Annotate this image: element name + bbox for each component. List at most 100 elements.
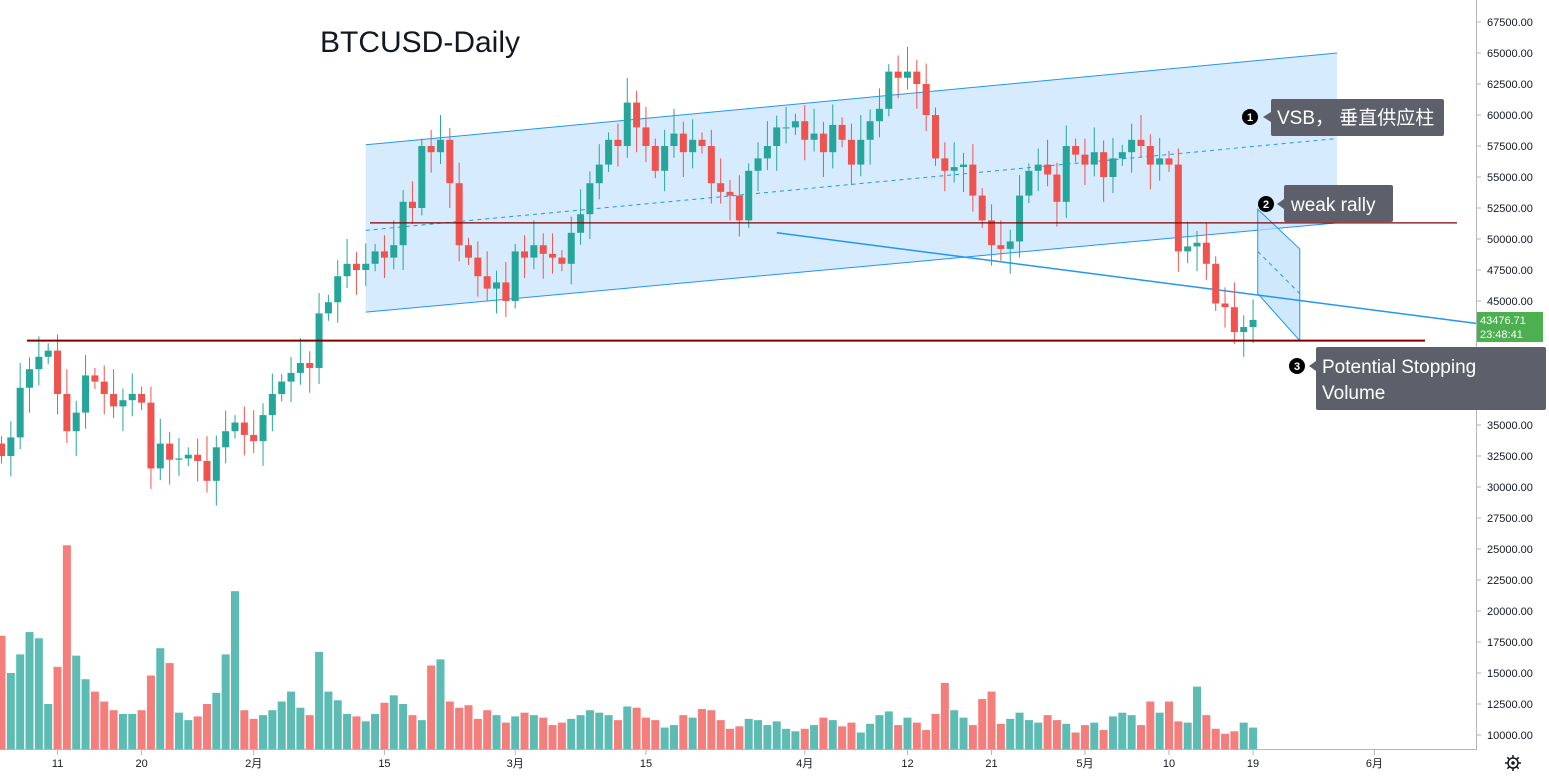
candle-body: [932, 115, 939, 159]
annotation-1-text: VSB， 垂直供应柱: [1277, 107, 1434, 129]
volume-bar: [800, 728, 809, 749]
volume-bar: [940, 682, 949, 749]
channel-upper-line: [365, 52, 1338, 146]
downtrend-line: [776, 232, 1477, 325]
candle-body: [978, 195, 986, 221]
descending-channel-mid: [1257, 251, 1301, 294]
volume-bar: [81, 679, 90, 749]
volume-bar: [259, 715, 268, 749]
annotation-1-num: 1: [1247, 112, 1253, 124]
candle-body: [679, 133, 687, 153]
candle-body: [455, 183, 463, 246]
volume-bar: [1146, 701, 1155, 749]
volume-bar: [399, 704, 408, 749]
candle-body: [1109, 158, 1117, 177]
volume-bar: [810, 725, 819, 749]
x-tick-label: 3月: [507, 758, 524, 770]
candle-body: [82, 375, 90, 413]
candle-body: [969, 164, 977, 196]
candle-body: [997, 245, 1005, 249]
candle-body: [735, 195, 743, 221]
candle-body: [698, 139, 706, 146]
volume-bar: [0, 635, 6, 749]
volume-bar: [100, 701, 109, 749]
candle-body: [642, 127, 650, 146]
volume-bar: [16, 654, 25, 749]
annotation-2-badge: [1258, 196, 1274, 212]
volume-bar: [193, 716, 202, 749]
volume-bar: [987, 691, 996, 749]
candle-body: [1025, 170, 1033, 196]
candle-body: [1146, 146, 1154, 165]
last-price-bg: [1477, 312, 1543, 342]
annotation-1[interactable]: 1 VSB， 垂直供应柱: [1242, 99, 1444, 136]
volume-bar: [529, 715, 538, 749]
candle-body: [782, 127, 790, 129]
annotation-3-badge: [1289, 358, 1305, 374]
y-tick-label: 12500.00: [1487, 699, 1533, 711]
volume-bar: [184, 720, 193, 749]
annotation-3[interactable]: 3 Potential Stopping Volume: [1289, 347, 1546, 410]
candle-body: [91, 375, 99, 382]
candle-body: [857, 139, 865, 165]
volume-bar: [819, 717, 828, 749]
volume-bar: [576, 715, 585, 749]
volume-bar: [380, 702, 389, 749]
volume-bar: [501, 722, 510, 749]
time-axis[interactable]: 11 20 2月 15 3月 15 4月 12 21 5月 10 19 6月: [52, 750, 1383, 770]
candle-body: [661, 146, 669, 171]
volume-bar: [483, 710, 492, 749]
candle-body: [567, 232, 575, 264]
volume-bar: [669, 725, 678, 749]
x-tick-label: 6月: [1366, 758, 1383, 770]
volume-bar: [417, 720, 426, 749]
candle-body: [436, 139, 444, 153]
candle-body: [175, 458, 183, 460]
candle-body: [595, 164, 603, 184]
candle-body: [577, 214, 585, 233]
candle-body: [7, 437, 15, 456]
volume-bar: [455, 707, 464, 749]
candle-body: [1137, 139, 1145, 146]
volume-bar: [735, 726, 744, 749]
candle-body: [670, 133, 678, 146]
volume-bar: [623, 706, 632, 749]
y-tick-label: 47500.00: [1487, 265, 1533, 277]
candle-body: [903, 71, 911, 78]
candle-body: [950, 167, 958, 171]
volume-bar: [1062, 723, 1071, 749]
volume-bar: [1221, 733, 1230, 749]
volume-bar: [726, 728, 735, 749]
candle-body: [726, 191, 734, 196]
candle-body: [829, 124, 837, 153]
volume-bar: [679, 715, 688, 749]
volume-bar: [838, 726, 847, 749]
annotation-2-num: 2: [1263, 199, 1269, 211]
volume-bar: [698, 708, 706, 749]
candle-body: [240, 422, 248, 435]
annotation-2-box: [1284, 185, 1393, 222]
candle-body: [63, 394, 71, 432]
volume-bar: [912, 722, 921, 749]
x-tick-label: 15: [378, 758, 390, 770]
volume-bar: [137, 710, 146, 749]
candle-body: [0, 443, 5, 456]
candle-body: [838, 124, 846, 140]
y-tick-label: 62500.00: [1487, 79, 1533, 91]
volume-bar: [1024, 720, 1033, 749]
volume-bar: [324, 691, 333, 749]
volume-bar: [763, 725, 772, 749]
settings-gear-icon[interactable]: [1505, 755, 1521, 771]
volume-bar: [520, 712, 529, 749]
candle-body: [1034, 164, 1042, 171]
candle-body: [334, 276, 342, 303]
candle-body: [1156, 158, 1164, 165]
annotation-2[interactable]: 2 weak rally: [1258, 185, 1393, 222]
candle-body: [913, 71, 921, 84]
volume-bar: [1127, 715, 1136, 749]
candle-body: [380, 251, 388, 258]
countdown-label: 23:48:41: [1480, 329, 1523, 341]
candle-body: [138, 394, 146, 403]
volume-bar: [1071, 732, 1080, 749]
volume-bar: [212, 692, 221, 749]
